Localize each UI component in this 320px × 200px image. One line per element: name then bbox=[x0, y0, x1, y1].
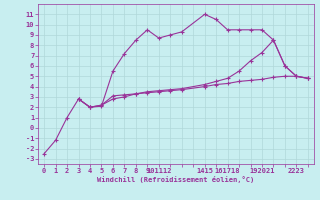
X-axis label: Windchill (Refroidissement éolien,°C): Windchill (Refroidissement éolien,°C) bbox=[97, 176, 255, 183]
